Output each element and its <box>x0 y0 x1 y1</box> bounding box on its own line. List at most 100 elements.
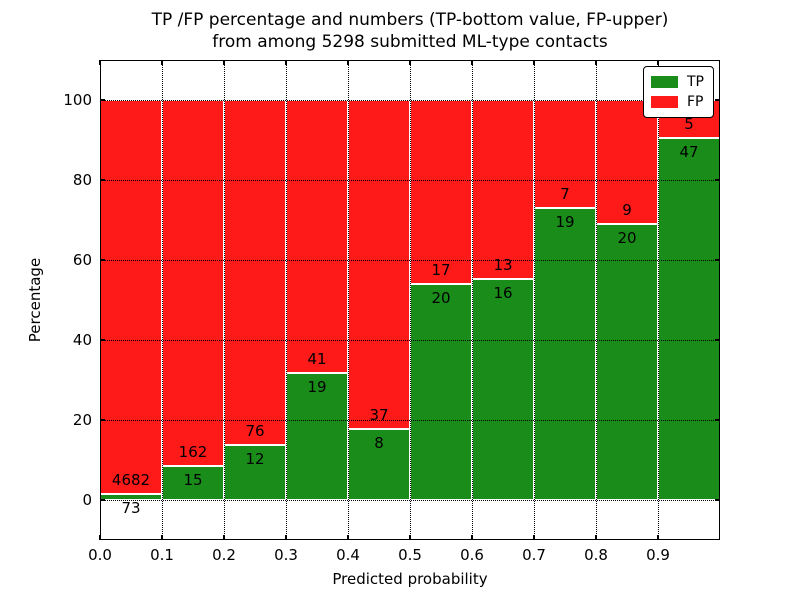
y-tick-mark <box>100 179 105 181</box>
bar-fp-segment <box>472 100 534 280</box>
x-tick-mark <box>285 60 287 65</box>
x-tick-mark <box>347 535 349 540</box>
x-tick-mark <box>99 535 101 540</box>
bar-tp-segment <box>410 283 472 500</box>
y-tick-mark <box>100 259 105 261</box>
fp-count-label: 7 <box>560 184 570 203</box>
x-tick-label: 0.0 <box>88 546 112 564</box>
fp-count-label: 17 <box>431 260 451 279</box>
plot-area: TP FP 4682 73 162 15 76 12 41 19 37 8 17 20 13 16 7 19 9… <box>99 60 720 540</box>
y-tick-mark <box>715 499 720 501</box>
v-gridline <box>657 60 659 540</box>
bar-fp-segment <box>596 100 658 225</box>
fp-count-label: 13 <box>493 256 513 275</box>
v-gridline <box>471 60 473 540</box>
tp-legend-swatch <box>651 76 678 88</box>
y-tick-mark <box>715 259 720 261</box>
bar-fp-segment <box>162 100 224 467</box>
y-tick-mark <box>100 339 105 341</box>
bar-fp-segment <box>100 100 162 494</box>
fp-count-label: 4682 <box>111 470 151 489</box>
y-tick-label: 0 <box>82 491 92 509</box>
chart-title-line1: TP /FP percentage and numbers (TP-bottom… <box>151 10 669 30</box>
bar-fp-segment <box>224 100 286 446</box>
tp-count-label: 20 <box>431 288 451 307</box>
tp-count-label: 19 <box>307 378 327 397</box>
x-tick-mark <box>657 60 659 65</box>
x-tick-mark <box>223 535 225 540</box>
bar-fp-segment <box>348 100 410 429</box>
fp-count-label: 41 <box>307 350 327 369</box>
tp-count-label: 20 <box>617 229 637 248</box>
v-gridline <box>223 60 225 540</box>
x-tick-mark <box>471 535 473 540</box>
fp-count-label: 76 <box>245 422 265 441</box>
y-tick-label: 20 <box>72 411 92 429</box>
bar-fp-segment <box>286 100 348 374</box>
v-gridline <box>533 60 535 540</box>
chart-title-line2: from among 5298 submitted ML-type contac… <box>212 32 608 52</box>
bar-fp-segment <box>534 100 596 208</box>
fp-legend-swatch <box>651 96 678 108</box>
x-tick-label: 0.3 <box>274 546 298 564</box>
legend-item-fp: FP <box>651 92 704 112</box>
y-tick-label: 100 <box>63 91 92 109</box>
x-tick-label: 0.8 <box>584 546 608 564</box>
fp-count-label: 37 <box>369 405 389 424</box>
y-tick-mark <box>715 99 720 101</box>
v-gridline <box>285 60 287 540</box>
tp-count-label: 47 <box>679 143 699 162</box>
x-tick-label: 0.5 <box>398 546 422 564</box>
tp-count-label: 73 <box>121 498 141 517</box>
x-tick-mark <box>657 535 659 540</box>
tp-legend-label: TP <box>687 74 704 90</box>
y-tick-mark <box>100 419 105 421</box>
fp-count-label: 9 <box>622 201 632 220</box>
x-tick-mark <box>223 60 225 65</box>
v-gridline <box>595 60 597 540</box>
bar-tp-segment <box>472 279 534 500</box>
tp-count-label: 16 <box>493 284 513 303</box>
bar-tp-segment <box>286 373 348 500</box>
y-tick-mark <box>100 499 105 501</box>
y-tick-mark <box>715 419 720 421</box>
tp-count-label: 12 <box>245 450 265 469</box>
bar-tp-segment <box>224 445 286 500</box>
x-tick-mark <box>595 60 597 65</box>
x-tick-mark <box>595 535 597 540</box>
x-axis-label: Predicted probability <box>332 570 488 588</box>
x-tick-mark <box>285 535 287 540</box>
y-tick-label: 60 <box>72 251 92 269</box>
fp-count-label: 5 <box>684 115 694 134</box>
bar-fp-segment <box>410 100 472 284</box>
x-tick-mark <box>99 60 101 65</box>
y-tick-mark <box>100 99 105 101</box>
fp-count-label: 162 <box>178 443 208 462</box>
x-tick-mark <box>161 535 163 540</box>
x-tick-mark <box>533 60 535 65</box>
x-tick-label: 0.1 <box>150 546 174 564</box>
x-tick-mark <box>409 60 411 65</box>
x-tick-label: 0.9 <box>646 546 670 564</box>
tp-count-label: 15 <box>183 471 203 490</box>
y-tick-mark <box>715 179 720 181</box>
x-tick-label: 0.2 <box>212 546 236 564</box>
y-tick-label: 80 <box>72 171 92 189</box>
y-tick-label: 40 <box>72 331 92 349</box>
legend-item-tp: TP <box>651 72 704 92</box>
x-tick-label: 0.6 <box>460 546 484 564</box>
y-axis-label: Percentage <box>26 257 44 343</box>
chart-title: TP /FP percentage and numbers (TP-bottom… <box>100 9 720 53</box>
tp-count-label: 19 <box>555 212 575 231</box>
x-tick-mark <box>409 535 411 540</box>
v-gridline <box>409 60 411 540</box>
x-tick-label: 0.7 <box>522 546 546 564</box>
x-tick-mark <box>533 535 535 540</box>
x-tick-label: 0.4 <box>336 546 360 564</box>
v-gridline <box>161 60 163 540</box>
tp-count-label: 8 <box>374 433 384 452</box>
v-gridline <box>347 60 349 540</box>
legend: TP FP <box>643 66 714 118</box>
y-tick-mark <box>715 339 720 341</box>
